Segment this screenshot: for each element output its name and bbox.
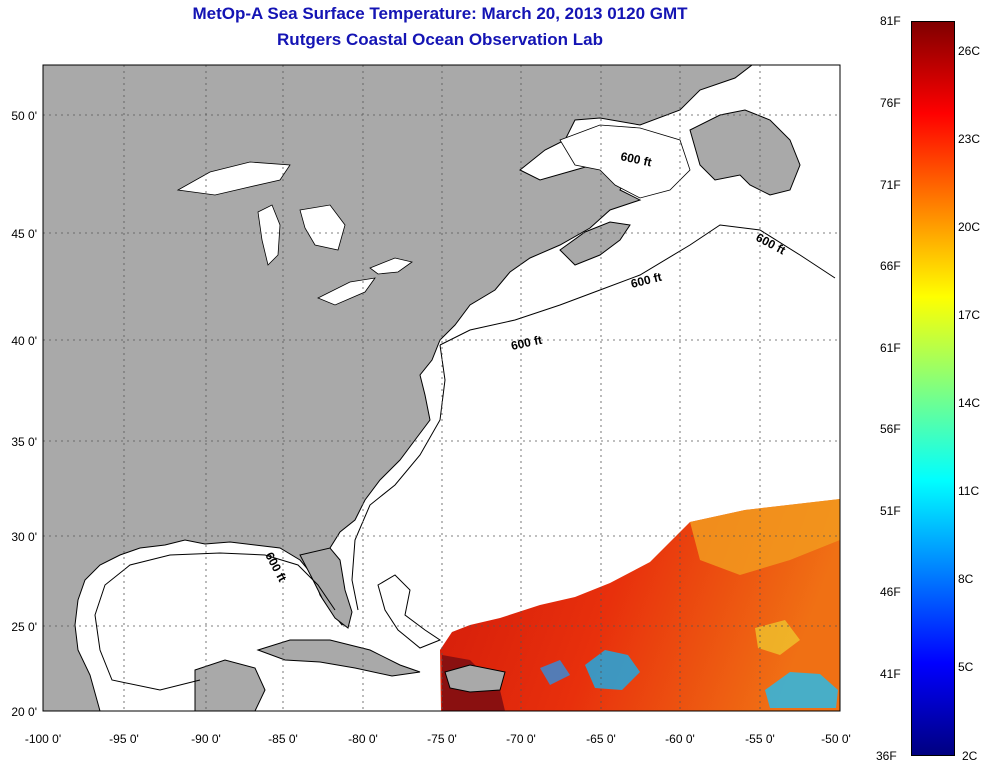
- lon-label: -50 0': [821, 732, 851, 746]
- lon-label: -65 0': [586, 732, 616, 746]
- north-america-land: [43, 65, 753, 711]
- lon-label: -100 0': [25, 732, 61, 746]
- colorbar-c-label: 8C: [958, 572, 974, 586]
- hispaniola-land: [444, 664, 506, 693]
- isobath-line-northeast: [439, 224, 836, 346]
- colorbar-f-label: 61F: [880, 341, 901, 355]
- colorbar-c-label: 14C: [958, 396, 981, 410]
- lat-label: 50 0': [11, 109, 37, 123]
- lat-label: 40 0': [11, 334, 37, 348]
- lake-huron: [299, 204, 346, 251]
- colorbar-f-label: 46F: [880, 585, 901, 599]
- colorbar-f-label: 71F: [880, 178, 901, 192]
- colorbar-f-label: 56F: [880, 422, 901, 436]
- map-subtitle: Rutgers Coastal Ocean Observation Lab: [277, 30, 603, 49]
- isobath-line-bahamas: [377, 574, 442, 649]
- colorbar-c-label: 23C: [958, 132, 981, 146]
- temperature-colorbar: [911, 21, 955, 756]
- colorbar-c-label: 20C: [958, 220, 981, 234]
- colorbar-f-label: 81F: [880, 14, 901, 28]
- yucatan-land: [194, 659, 266, 711]
- lat-label: 35 0': [11, 435, 37, 449]
- isobath-line-southeast: [351, 344, 446, 611]
- map-frame: [42, 64, 841, 712]
- cold-patch-cyan-2: [765, 672, 838, 708]
- lon-label: -85 0': [268, 732, 298, 746]
- isobath-line-gulf: [94, 552, 336, 691]
- florida-land: [299, 547, 353, 629]
- lon-label: -55 0': [745, 732, 775, 746]
- gulf-st-lawrence: [559, 124, 691, 199]
- colorbar-f-label: 41F: [880, 667, 901, 681]
- graticule: [43, 65, 840, 711]
- colorbar-f-label: 76F: [880, 96, 901, 110]
- nova-scotia-land: [559, 221, 631, 266]
- colorbar-c-label: 11C: [958, 484, 980, 498]
- colorbar-f-label: 51F: [880, 504, 901, 518]
- lon-label: -75 0': [427, 732, 457, 746]
- lon-label: -60 0': [665, 732, 695, 746]
- colorbar-f-label: 36F: [876, 749, 897, 763]
- cuba-land: [256, 639, 421, 677]
- sst-orange-northeast: [690, 499, 840, 575]
- cold-patch-yellow: [755, 620, 800, 655]
- lat-label: 45 0': [11, 227, 37, 241]
- colorbar-c-label: 26C: [958, 44, 981, 58]
- isobath-label-1: 600 ft: [619, 149, 653, 169]
- cold-patch-small: [540, 660, 570, 685]
- lake-erie: [317, 277, 376, 306]
- lon-label: -90 0': [191, 732, 221, 746]
- lake-michigan: [257, 204, 281, 266]
- colorbar-c-label: 17C: [958, 308, 981, 322]
- map-title: MetOp-A Sea Surface Temperature: March 2…: [192, 4, 688, 23]
- lat-label: 25 0': [11, 620, 37, 634]
- lon-label: -80 0': [348, 732, 378, 746]
- colorbar-f-label: 66F: [880, 259, 901, 273]
- lat-label: 30 0': [11, 530, 37, 544]
- lat-label: 20 0': [11, 705, 37, 719]
- cold-patch-cyan-1: [585, 650, 640, 690]
- lake-ontario: [369, 257, 413, 275]
- newfoundland-land: [689, 109, 801, 196]
- colorbar-c-label: 2C: [962, 749, 978, 763]
- lon-label: -95 0': [109, 732, 139, 746]
- isobath-label-4: 600 ft: [510, 333, 544, 353]
- colorbar-c-label: 5C: [958, 660, 974, 674]
- lon-label: -70 0': [506, 732, 536, 746]
